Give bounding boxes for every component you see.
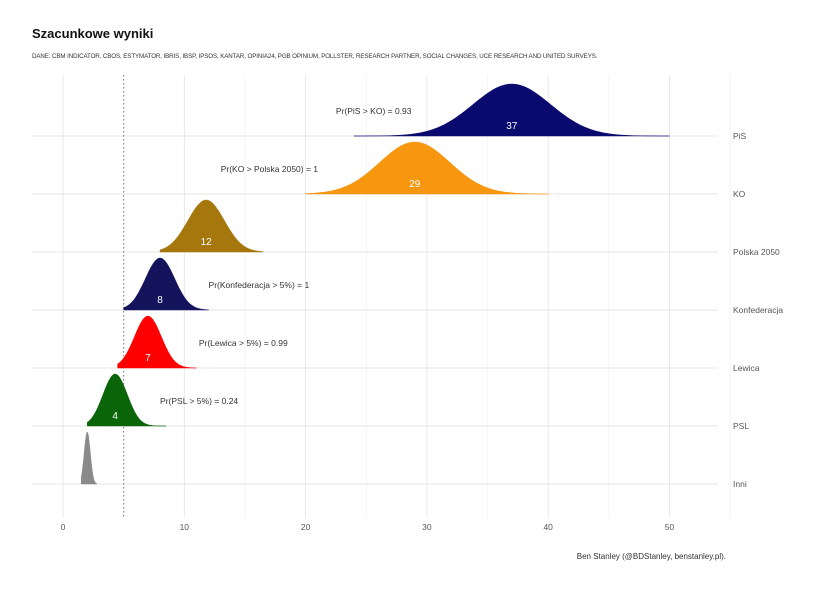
- y-axis-label: Konfederacja: [733, 305, 783, 315]
- value-label: 8: [157, 295, 163, 306]
- vertical-gridlines: [62, 75, 731, 518]
- x-tick-label: 0: [61, 522, 66, 532]
- x-tick-label: 40: [543, 522, 553, 532]
- x-tick-label: 20: [301, 522, 311, 532]
- y-axis-label: Polska 2050: [733, 247, 780, 257]
- chart-title: Szacunkowe wyniki: [32, 26, 154, 41]
- density-ridges: [80, 83, 670, 485]
- probability-annotations: Pr(PiS > KO) = 0.93 Pr(KO > Polska 2050) …: [160, 106, 412, 406]
- y-axis-label: Lewica: [733, 363, 760, 373]
- x-tick-label: 10: [180, 522, 190, 532]
- y-axis-label: PSL: [733, 421, 749, 431]
- chart-caption: Ben Stanley (@BDStanley, benstanley.pl).: [576, 552, 726, 561]
- probability-annotation: Pr(Lewica > 5%) = 0.99: [199, 338, 288, 348]
- value-label: 37: [506, 121, 518, 132]
- probability-annotation: Pr(KO > Polska 2050) = 1: [221, 164, 319, 174]
- y-axis-label: KO: [733, 189, 746, 199]
- probability-annotation: Pr(PiS > KO) = 0.93: [336, 106, 412, 116]
- ridge-ko: [305, 141, 549, 195]
- value-label: 4: [112, 411, 118, 422]
- value-label: 12: [201, 237, 213, 248]
- ridge-lewica: [117, 315, 197, 369]
- y-axis-labels: PiS KO Polska 2050 Konfederacja Lewica PSL Inn…: [733, 131, 783, 489]
- y-axis-label: PiS: [733, 131, 747, 141]
- ridge-konfederacja: [123, 257, 209, 311]
- value-label: 29: [409, 179, 421, 190]
- value-labels: 37 29 12 8 7 4: [112, 121, 517, 422]
- ridge-inni: [80, 431, 98, 485]
- x-tick-label: 30: [422, 522, 432, 532]
- x-axis-labels: 0 10 20 30 40 50: [61, 522, 675, 532]
- y-axis-label: Inni: [733, 479, 747, 489]
- value-label: 7: [145, 353, 151, 364]
- chart-subtitle: DANE: CBM INDICATOR, CBOS, ESTYMATOR, IB…: [32, 53, 598, 60]
- probability-annotation: Pr(PSL > 5%) = 0.24: [160, 396, 238, 406]
- probability-annotation: Pr(Konfederacja > 5%) = 1: [209, 280, 310, 290]
- ridge-pis: [354, 83, 670, 137]
- x-tick-label: 50: [665, 522, 675, 532]
- ridge-psl: [87, 373, 167, 427]
- ridge-polska-2050: [159, 199, 264, 253]
